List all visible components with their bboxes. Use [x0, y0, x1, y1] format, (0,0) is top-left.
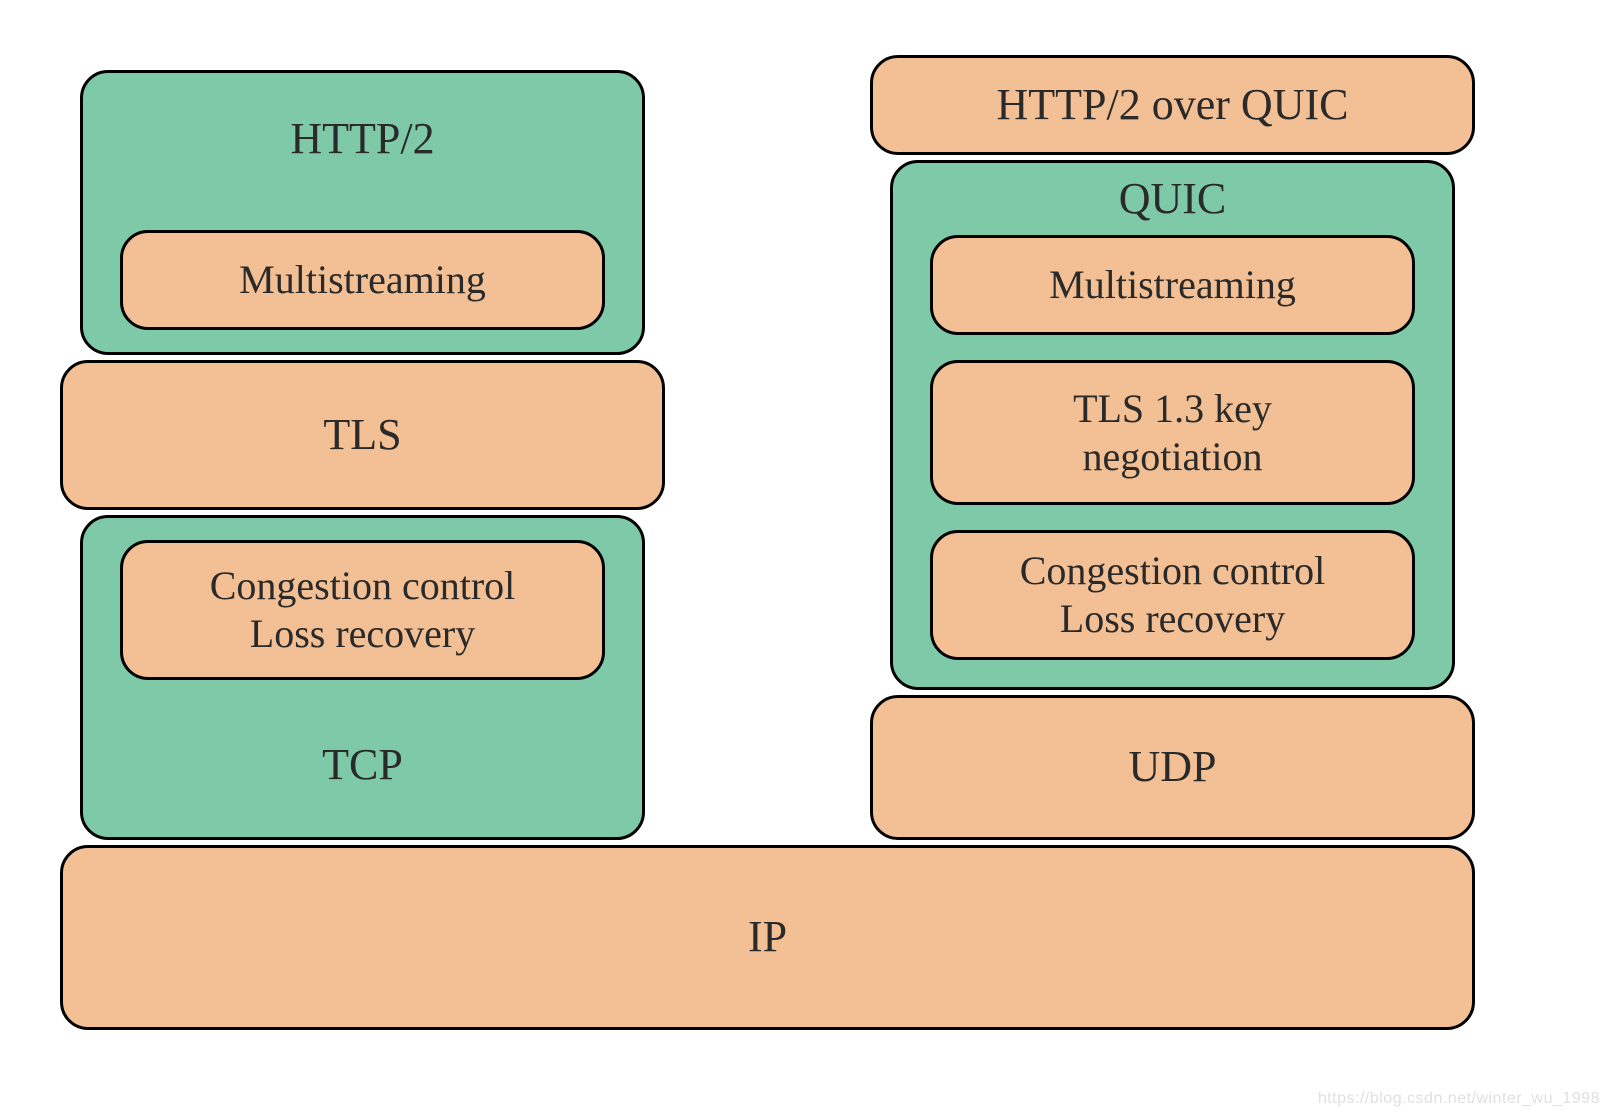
udp-label: UDP [1128, 741, 1216, 794]
quic-tls13-line1: TLS 1.3 key [1073, 385, 1272, 433]
http2-multistreaming-label: Multistreaming [239, 256, 486, 304]
ip-block: IP [60, 845, 1475, 1030]
tcp-label: TCP [322, 739, 403, 792]
http2-over-quic-label: HTTP/2 over QUIC [997, 79, 1349, 132]
tcp-congestion-block: Congestion control Loss recovery [120, 540, 605, 680]
tcp-congestion-line1: Congestion control [210, 562, 516, 610]
http2-multistreaming-block: Multistreaming [120, 230, 605, 330]
quic-tls13-block: TLS 1.3 key negotiation [930, 360, 1415, 505]
quic-multistreaming-block: Multistreaming [930, 235, 1415, 335]
watermark-text: https://blog.csdn.net/winter_wu_1998 [1318, 1090, 1600, 1108]
tls-label: TLS [323, 409, 401, 462]
protocol-stack-diagram: HTTP/2 Multistreaming TLS TCP Congestion… [40, 40, 1570, 1074]
tcp-congestion-line2: Loss recovery [250, 610, 475, 658]
quic-tls13-line2: negotiation [1083, 433, 1263, 481]
http2-over-quic-block: HTTP/2 over QUIC [870, 55, 1475, 155]
tls-block: TLS [60, 360, 665, 510]
ip-label: IP [748, 911, 787, 964]
udp-block: UDP [870, 695, 1475, 840]
quic-label: QUIC [1119, 173, 1227, 226]
quic-congestion-line2: Loss recovery [1060, 595, 1285, 643]
http2-label: HTTP/2 [290, 113, 434, 166]
quic-congestion-block: Congestion control Loss recovery [930, 530, 1415, 660]
quic-multistreaming-label: Multistreaming [1049, 261, 1296, 309]
quic-congestion-line1: Congestion control [1020, 547, 1326, 595]
